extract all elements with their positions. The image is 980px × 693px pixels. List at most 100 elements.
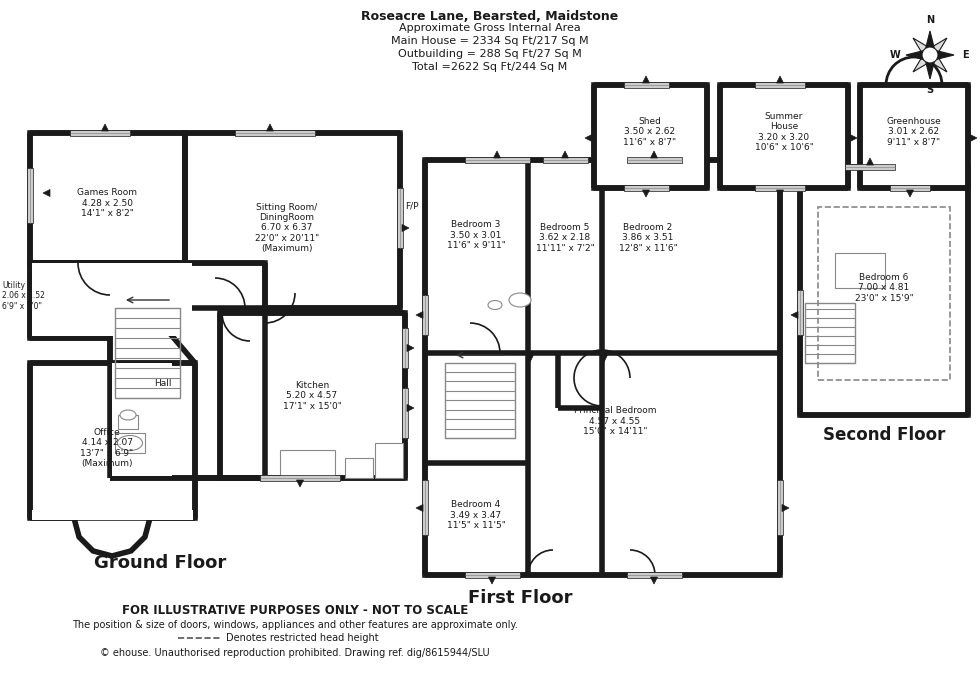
Text: Office
4.14 x 2.07
13'7" x 6'9"
(Maximum): Office 4.14 x 2.07 13'7" x 6'9" (Maximum… xyxy=(80,428,133,468)
Bar xyxy=(627,572,682,578)
Ellipse shape xyxy=(509,293,531,307)
Polygon shape xyxy=(776,190,783,197)
Bar xyxy=(845,164,895,170)
Bar xyxy=(260,475,340,481)
Bar xyxy=(835,253,885,288)
Text: Bedroom 4
3.49 x 3.47
11'5" x 11'5": Bedroom 4 3.49 x 3.47 11'5" x 11'5" xyxy=(447,500,506,530)
Polygon shape xyxy=(416,505,423,511)
Text: Outbuilding = 288 Sq Ft/27 Sq M: Outbuilding = 288 Sq Ft/27 Sq M xyxy=(398,49,582,59)
Polygon shape xyxy=(643,190,650,197)
Polygon shape xyxy=(407,405,414,412)
Bar xyxy=(280,450,335,478)
Bar xyxy=(402,328,408,368)
Bar xyxy=(345,458,373,478)
Bar xyxy=(70,130,130,136)
Polygon shape xyxy=(643,76,650,83)
Bar xyxy=(112,363,172,476)
Polygon shape xyxy=(651,151,658,158)
Bar xyxy=(818,207,950,380)
Text: Bedroom 5
3.62 x 2.18
11'11" x 7'2": Bedroom 5 3.62 x 2.18 11'11" x 7'2" xyxy=(536,223,595,253)
Polygon shape xyxy=(585,134,592,141)
Polygon shape xyxy=(926,51,947,72)
Bar xyxy=(115,308,180,398)
Text: Roseacre Lane, Bearsted, Maidstone: Roseacre Lane, Bearsted, Maidstone xyxy=(362,10,618,23)
Circle shape xyxy=(922,47,938,63)
Polygon shape xyxy=(906,190,913,197)
Text: FOR ILLUSTRATIVE PURPOSES ONLY - NOT TO SCALE: FOR ILLUSTRATIVE PURPOSES ONLY - NOT TO … xyxy=(122,604,468,617)
Bar xyxy=(797,290,803,335)
Bar xyxy=(30,133,185,263)
Bar xyxy=(32,510,193,520)
Bar xyxy=(777,480,783,535)
Bar xyxy=(860,85,968,188)
Text: Ground Floor: Ground Floor xyxy=(94,554,226,572)
Bar xyxy=(375,443,403,478)
Polygon shape xyxy=(74,518,150,556)
Polygon shape xyxy=(402,225,409,231)
Bar xyxy=(624,82,669,88)
Bar xyxy=(805,303,855,363)
Polygon shape xyxy=(926,38,947,59)
Text: The position & size of doors, windows, appliances and other features are approxi: The position & size of doors, windows, a… xyxy=(73,620,518,630)
Polygon shape xyxy=(930,49,954,61)
Bar xyxy=(30,363,195,518)
Text: Bedroom 6
7.00 x 4.81
23'0" x 15'9": Bedroom 6 7.00 x 4.81 23'0" x 15'9" xyxy=(855,273,913,303)
Bar xyxy=(465,572,520,578)
Ellipse shape xyxy=(120,410,136,420)
Polygon shape xyxy=(562,151,568,158)
Text: Sitting Room/
DiningRoom
6.70 x 6.37
22'0" x 20'11"
(Maximum): Sitting Room/ DiningRoom 6.70 x 6.37 22'… xyxy=(255,202,319,254)
Bar xyxy=(627,157,682,163)
Text: Games Room
4.28 x 2.50
14'1" x 8'2": Games Room 4.28 x 2.50 14'1" x 8'2" xyxy=(77,188,137,218)
Polygon shape xyxy=(651,577,658,584)
Text: Bedroom 2
3.86 x 3.51
12'8" x 11'6": Bedroom 2 3.86 x 3.51 12'8" x 11'6" xyxy=(618,223,677,253)
Bar xyxy=(185,133,400,308)
Bar xyxy=(118,415,138,429)
Bar xyxy=(720,85,848,188)
Bar xyxy=(397,188,403,248)
Text: Principal Bedroom
4.57 x 4.55
15'0" x 14'11": Principal Bedroom 4.57 x 4.55 15'0" x 14… xyxy=(573,406,657,436)
Polygon shape xyxy=(297,480,304,487)
Bar xyxy=(755,185,805,191)
Text: Utility
2.06 x 1.52
6'9" x 5'0": Utility 2.06 x 1.52 6'9" x 5'0" xyxy=(2,281,45,311)
Polygon shape xyxy=(43,189,50,197)
Text: Approximate Gross Internal Area: Approximate Gross Internal Area xyxy=(399,23,581,33)
Text: Shed
3.50 x 2.62
11'6" x 8'7": Shed 3.50 x 2.62 11'6" x 8'7" xyxy=(623,117,676,147)
Bar xyxy=(235,130,315,136)
Text: Second Floor: Second Floor xyxy=(823,426,945,444)
Bar xyxy=(425,160,780,575)
Text: E: E xyxy=(961,50,968,60)
Text: Summer
House
3.20 x 3.20
10'6" x 10'6": Summer House 3.20 x 3.20 10'6" x 10'6" xyxy=(755,112,813,152)
Text: N: N xyxy=(926,15,934,25)
Polygon shape xyxy=(782,505,789,511)
Bar xyxy=(800,167,968,415)
Polygon shape xyxy=(416,311,423,319)
Text: S: S xyxy=(926,85,934,95)
Polygon shape xyxy=(913,51,934,72)
Polygon shape xyxy=(776,76,783,83)
Polygon shape xyxy=(102,124,109,131)
Text: First Floor: First Floor xyxy=(467,589,572,607)
Polygon shape xyxy=(970,134,977,141)
Polygon shape xyxy=(866,158,873,165)
Text: © ehouse. Unauthorised reproduction prohibited. Drawing ref. dig/8615944/SLU: © ehouse. Unauthorised reproduction proh… xyxy=(100,648,490,658)
Bar xyxy=(27,168,33,223)
Bar xyxy=(445,363,515,438)
Polygon shape xyxy=(906,49,930,61)
Polygon shape xyxy=(494,151,501,158)
Text: Hall: Hall xyxy=(154,378,172,387)
Bar xyxy=(422,480,428,535)
Polygon shape xyxy=(488,577,496,584)
Text: Greenhouse
3.01 x 2.62
9'11" x 8'7": Greenhouse 3.01 x 2.62 9'11" x 8'7" xyxy=(887,117,942,147)
Polygon shape xyxy=(924,31,936,55)
Bar xyxy=(594,85,707,188)
Bar xyxy=(32,263,192,336)
Bar xyxy=(755,82,805,88)
Bar xyxy=(115,433,145,453)
Bar xyxy=(402,388,408,438)
Bar xyxy=(624,185,669,191)
Polygon shape xyxy=(601,355,608,362)
Text: Kitchen
5.20 x 4.57
17'1" x 15'0": Kitchen 5.20 x 4.57 17'1" x 15'0" xyxy=(282,381,341,411)
Polygon shape xyxy=(407,344,414,351)
Polygon shape xyxy=(267,124,273,131)
Bar xyxy=(220,313,405,478)
